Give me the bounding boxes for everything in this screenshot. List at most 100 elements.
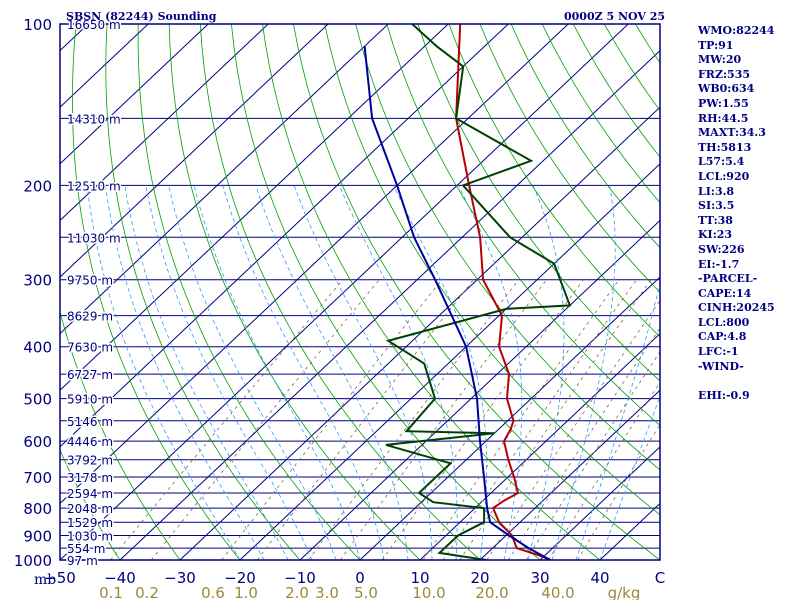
- isotherm-line: [479, 389, 660, 560]
- temperature-tick-label: C: [655, 569, 665, 587]
- moist-adiabat-line: [168, 185, 337, 560]
- pressure-tick-label: 1000: [14, 552, 52, 570]
- height-label: 1529 m: [67, 516, 113, 530]
- chart-datetime: 0000Z 5 NOV 25: [564, 10, 665, 23]
- indices-panel: WMO:82244 TP:91 MW:20 FRZ:535 WB0:634 PW:1.55…: [698, 24, 798, 403]
- moist-adiabat-line: [105, 185, 265, 560]
- index-item: TH:5813: [698, 140, 752, 154]
- index-item: MW:20: [698, 53, 742, 67]
- index-item: -WIND-: [698, 359, 744, 373]
- isotherm-line: [239, 163, 660, 560]
- mixing-ratio-line: [442, 279, 637, 560]
- mixing-ratio-tick-label: 2.0: [285, 584, 309, 600]
- temperature-tick-label: 0: [355, 569, 365, 587]
- mixing-ratio-tick-label: 3.0: [315, 584, 339, 600]
- index-item: WMO:82244: [698, 24, 775, 37]
- moist-adiabat-line: [145, 185, 313, 560]
- index-item: TT:38: [698, 213, 733, 227]
- height-label: 12510 m: [67, 179, 121, 193]
- pressure-tick-label: 400: [23, 339, 52, 357]
- mixing-ratio-tick-label: 40.0: [541, 584, 574, 600]
- mixing-ratio-line: [486, 299, 660, 560]
- temperature-tick-label: −50: [44, 569, 76, 587]
- moist-adiabat-line: [193, 185, 361, 560]
- height-label: 554 m: [67, 542, 105, 556]
- height-label: 5910 m: [67, 393, 113, 407]
- isotherm-line: [60, 24, 209, 165]
- index-item: EHI:-0.9: [698, 388, 750, 402]
- mixing-ratio-tick-label: 0.6: [201, 584, 225, 600]
- temperature-tick-label: −10: [284, 569, 316, 587]
- plot-frame: [59, 23, 661, 561]
- index-item: CINH:20245: [698, 301, 775, 315]
- height-label: 5146 m: [67, 415, 113, 429]
- moist-adiabat-line: [339, 185, 458, 560]
- mixing-ratio-tick-label: 10.0: [412, 584, 445, 600]
- height-label: 16650 m: [67, 18, 121, 32]
- temperature-tick-label: 10: [410, 569, 429, 587]
- index-item: LFC:-1: [698, 345, 739, 359]
- index-item: TP:91: [698, 38, 734, 52]
- isotherm-line: [299, 219, 660, 560]
- dry-adiabat-line: [417, 24, 660, 382]
- mixing-ratio-tick-label: 1.0: [234, 584, 258, 600]
- moist-adiabat-line: [255, 185, 409, 560]
- mixing-ratio-tick-label: 0.2: [135, 584, 159, 600]
- moist-adiabat-line: [86, 185, 241, 560]
- temperature-tick-label: 20: [470, 569, 489, 587]
- temperature-tick-label: −20: [224, 569, 256, 587]
- height-label: 7630 m: [67, 341, 113, 355]
- height-label: 3792 m: [67, 454, 113, 468]
- mixing-ratio-tick-label: 5.0: [354, 584, 378, 600]
- index-item: [698, 374, 798, 389]
- moist-adiabat-line: [393, 185, 488, 560]
- isotherm-line: [60, 24, 629, 560]
- dry-adiabat-line: [199, 24, 481, 560]
- moist-adiabat-line: [458, 185, 523, 560]
- index-item: LCL:800: [698, 315, 750, 329]
- temperature-tick-label: −40: [104, 569, 136, 587]
- index-item: CAP:4.8: [698, 330, 747, 344]
- moist-adiabat-line: [527, 185, 565, 560]
- chart-title: SBSN (82244) Sounding: [66, 10, 217, 23]
- dry-adiabat-line: [60, 310, 181, 560]
- mixing-ratio-tick-label: 0.1: [99, 584, 123, 600]
- mixing-ratio-tick-labels: 0.1 0.2 0.6 1.0 2.0 3.0 5.0 10.0 20.0 40.0 g/kg: [99, 584, 640, 600]
- series-dewpoint-line: [385, 24, 572, 560]
- y-axis-unit-label: mb: [34, 572, 56, 588]
- isotherm-line: [539, 446, 660, 560]
- mixing-ratio-tick-label: 20.0: [475, 584, 508, 600]
- moist-adiabat-line: [575, 281, 660, 560]
- index-item: FRZ:535: [698, 67, 751, 81]
- temperature-tick-label: −30: [164, 569, 196, 587]
- dry-adiabat-line: [71, 24, 241, 560]
- index-item: RH:44.5: [698, 111, 749, 125]
- moist-adiabat-line: [599, 395, 660, 560]
- isotherm-line: [419, 332, 660, 560]
- height-label: 11030 m: [67, 231, 121, 245]
- mixing-ratio-line: [381, 279, 584, 560]
- pressure-tick-label: 200: [23, 177, 52, 195]
- mixing-ratio-line: [308, 279, 519, 560]
- index-item: L57:5.4: [698, 155, 745, 169]
- dry-adiabat-line: [355, 24, 660, 471]
- mixing-ratio-line: [507, 327, 660, 560]
- dry-adiabat-line: [137, 24, 361, 560]
- isotherm-line: [359, 276, 660, 560]
- dry-adiabat-line: [168, 24, 421, 560]
- isotherm-line: [119, 49, 660, 560]
- dry-adiabat-line: [324, 24, 660, 516]
- height-label: 4446 m: [67, 435, 113, 449]
- moist-adiabat-line: [551, 185, 616, 560]
- series-parcel-line: [363, 46, 551, 560]
- pressure-tick-label: 300: [23, 272, 52, 290]
- index-item: -PARCEL-: [698, 272, 758, 286]
- sounding-profiles: [363, 24, 572, 560]
- index-item: LI:3.8: [698, 184, 735, 198]
- pressure-tick-label: 700: [23, 469, 52, 487]
- height-label: 2048 m: [67, 502, 113, 516]
- index-item: PW:1.55: [698, 96, 749, 110]
- mixing-ratio-tick-label: g/kg: [608, 584, 641, 600]
- pressure-tick-label: 100: [23, 16, 52, 34]
